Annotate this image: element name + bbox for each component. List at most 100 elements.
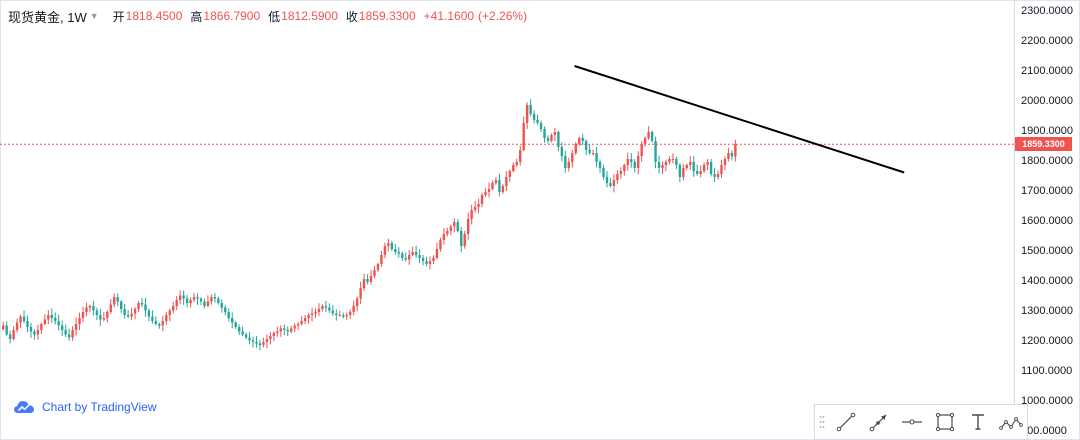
price-axis-tick: 2100.0000 bbox=[1021, 65, 1073, 77]
candle-body bbox=[734, 144, 737, 157]
candle-body bbox=[432, 258, 435, 261]
candle-body bbox=[637, 156, 640, 168]
candle-body bbox=[269, 336, 272, 339]
price-axis-tick: 1000.0000 bbox=[1021, 395, 1073, 407]
candle-body bbox=[54, 318, 57, 321]
drawing-toolbar bbox=[814, 404, 1028, 440]
price-axis-tick: 1500.0000 bbox=[1021, 245, 1073, 257]
candle-body bbox=[522, 123, 525, 150]
candle-body bbox=[12, 330, 15, 339]
candle-body bbox=[154, 321, 158, 324]
candle-body bbox=[140, 303, 144, 305]
candle-body bbox=[106, 312, 109, 318]
candle-body bbox=[557, 132, 560, 147]
candle-body bbox=[307, 315, 310, 318]
candle-body bbox=[643, 138, 647, 144]
candle-body bbox=[383, 246, 387, 255]
candle-body bbox=[300, 321, 303, 324]
candle-body bbox=[602, 168, 605, 177]
candle-body bbox=[664, 162, 668, 165]
candle-body bbox=[248, 337, 251, 341]
candle-body bbox=[605, 177, 609, 183]
candle-body bbox=[210, 297, 213, 302]
candle-body bbox=[178, 295, 182, 300]
candle-body bbox=[137, 303, 140, 309]
price-axis-tick: 2300.0000 bbox=[1021, 5, 1073, 17]
candle-body bbox=[338, 315, 341, 316]
high-label: 高 bbox=[190, 9, 203, 24]
candle-body bbox=[716, 174, 720, 177]
ray-line-icon bbox=[869, 414, 886, 432]
candle-body bbox=[64, 330, 67, 335]
candle-body bbox=[99, 315, 102, 320]
candle-body bbox=[428, 261, 432, 264]
candle-body bbox=[224, 307, 227, 312]
candle-body bbox=[74, 324, 78, 330]
chevron-down-icon[interactable]: ▼ bbox=[89, 11, 99, 21]
candle-body bbox=[668, 159, 671, 162]
candle-body bbox=[33, 331, 36, 335]
candle-body bbox=[619, 171, 623, 174]
candle-body bbox=[529, 105, 532, 114]
price-axis-tick: 1900.0000 bbox=[1021, 125, 1073, 137]
candle-body bbox=[182, 295, 185, 299]
price-axis-tick: 1200.0000 bbox=[1021, 335, 1073, 347]
candle-body bbox=[36, 330, 40, 335]
trend-line-tool-button[interactable] bbox=[829, 405, 862, 439]
candle-body bbox=[439, 240, 442, 249]
candle-body bbox=[29, 327, 33, 332]
candle-body bbox=[480, 195, 484, 204]
candle-body bbox=[647, 132, 650, 138]
text-tool-button[interactable] bbox=[961, 405, 994, 439]
symbol-title[interactable]: 现货黄金, 1W bbox=[8, 9, 87, 25]
candle-body bbox=[296, 324, 300, 326]
candle-body bbox=[470, 210, 473, 219]
candle-body bbox=[168, 310, 171, 315]
candle-body bbox=[133, 309, 137, 314]
candle-body bbox=[727, 153, 730, 159]
candle-body bbox=[675, 159, 678, 165]
candle-body bbox=[532, 114, 536, 120]
candle-body bbox=[571, 153, 574, 162]
tradingview-brand-link[interactable]: Chart by TradingView bbox=[14, 400, 157, 414]
ray-tool-button[interactable] bbox=[862, 405, 895, 439]
candle-body bbox=[449, 226, 453, 231]
candle-body bbox=[494, 180, 498, 183]
drag-handle-icon[interactable] bbox=[815, 405, 829, 439]
candle-body bbox=[692, 162, 695, 171]
candle-body bbox=[574, 144, 577, 153]
rectangle-tool-button[interactable] bbox=[928, 405, 961, 439]
candle-body bbox=[342, 315, 345, 317]
candle-body bbox=[147, 310, 151, 317]
symbol-header: 现货黄金, 1W ▼ 开 1818.4500 高 1866.7900 低 181… bbox=[8, 6, 531, 26]
candle-body bbox=[425, 261, 428, 264]
candle-body bbox=[345, 315, 348, 317]
candle-body bbox=[161, 321, 165, 326]
candle-body bbox=[109, 304, 112, 312]
candle-body bbox=[588, 150, 591, 153]
change-percent: (+2.26%) bbox=[478, 9, 528, 23]
candle-body bbox=[119, 301, 123, 309]
candle-body bbox=[78, 318, 81, 324]
candle-body bbox=[113, 297, 116, 305]
candle-body bbox=[595, 153, 598, 162]
candle-body bbox=[324, 306, 328, 308]
candle-body bbox=[26, 321, 29, 327]
candle-body bbox=[633, 162, 636, 168]
price-axis-tick: 2000.0000 bbox=[1021, 95, 1073, 107]
candle-body bbox=[241, 331, 244, 335]
candle-body bbox=[255, 342, 258, 344]
candle-body bbox=[130, 313, 133, 317]
candle-body bbox=[460, 231, 463, 246]
pattern-tool-button[interactable] bbox=[994, 405, 1027, 439]
candle-body bbox=[199, 298, 203, 302]
horizontal-line-tool-button[interactable] bbox=[895, 405, 928, 439]
chart-plot-area[interactable] bbox=[0, 0, 1014, 440]
candle-body bbox=[702, 165, 706, 171]
candle-body bbox=[411, 252, 414, 255]
candle-body bbox=[487, 189, 491, 192]
high-value: 1866.7900 bbox=[203, 9, 261, 23]
open-label: 开 bbox=[112, 9, 125, 24]
candle-body bbox=[598, 162, 602, 168]
candle-body bbox=[394, 249, 397, 252]
